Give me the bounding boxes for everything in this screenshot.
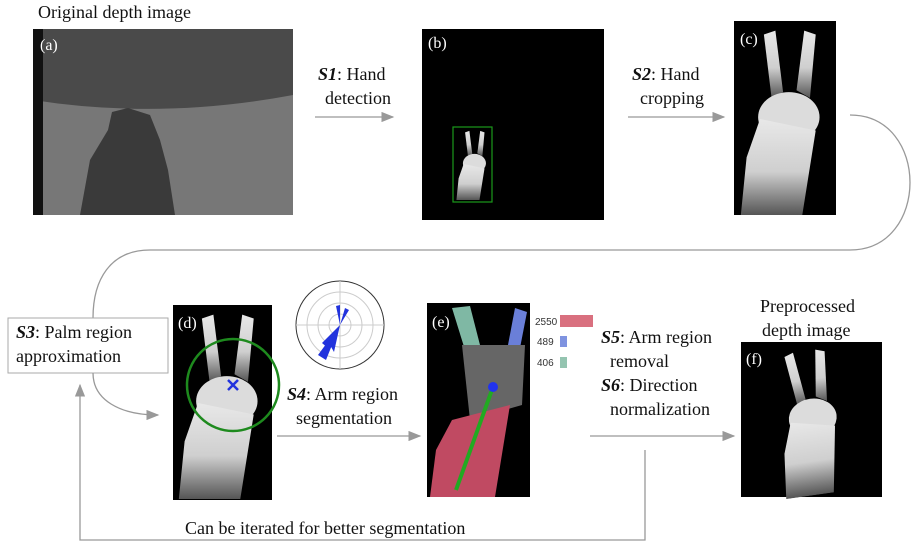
step-text: S6: Direction [601, 375, 698, 395]
hist-bar [560, 315, 593, 327]
hist-label: 489 [537, 337, 554, 348]
depth-image-bg [33, 29, 293, 109]
pipeline-diagram: Original depth image (a) S1: Hand detect… [0, 0, 913, 549]
panel-label: (b) [428, 35, 447, 52]
depth-edge [33, 29, 43, 215]
panel-label: (c) [740, 31, 758, 48]
step-text: normalization [610, 399, 710, 419]
step-text: detection [325, 88, 391, 108]
loop-note: Can be iterated for better segmentation [185, 518, 465, 538]
step-text: S3: Palm region [16, 322, 132, 342]
hist-label: 406 [537, 358, 554, 369]
caption: Original depth image [38, 2, 191, 22]
step-text: S4: Arm region [287, 384, 398, 404]
panel-label: (d) [178, 315, 197, 332]
panel-label: (a) [40, 37, 58, 54]
arrow [93, 373, 158, 415]
step-text: removal [610, 351, 669, 371]
step-text: S1: Hand [318, 64, 386, 84]
panel-label: (f) [746, 351, 762, 368]
step-text: S2: Hand [632, 64, 700, 84]
step-text: S5: Arm region [601, 327, 712, 347]
caption: Preprocessed [760, 296, 855, 316]
panel-label: (e) [432, 314, 450, 331]
depth-image [422, 29, 604, 220]
caption: depth image [762, 320, 850, 340]
step-text: cropping [640, 88, 704, 108]
hist-bar [560, 357, 567, 368]
hist-bar [560, 336, 567, 347]
palm-center [488, 382, 498, 392]
step-text: segmentation [296, 408, 392, 428]
polar-plot [296, 281, 384, 369]
hist-label: 2550 [535, 317, 558, 328]
step-text: approximation [16, 346, 121, 366]
